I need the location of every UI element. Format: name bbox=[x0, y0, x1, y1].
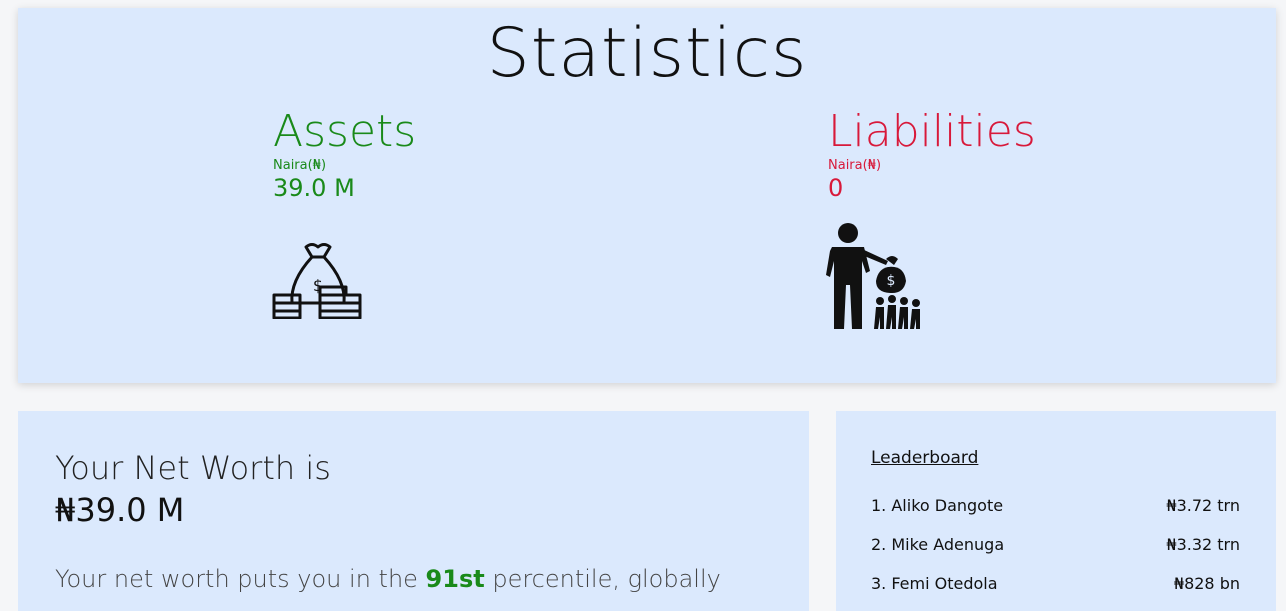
net-worth-title: Your Net Worth is bbox=[55, 449, 331, 487]
assets-stat: Assets Naira(₦) 39.0 M bbox=[273, 106, 417, 203]
leaderboard-row: 3. Femi Otedola ₦828 bn bbox=[871, 574, 1240, 593]
net-worth-description: Your net worth puts you in the 91st perc… bbox=[55, 565, 721, 593]
leaderboard-name: 2. Mike Adenuga bbox=[871, 535, 1005, 554]
statistics-card: Statistics Assets Naira(₦) 39.0 M Liabil… bbox=[18, 8, 1276, 383]
leaderboard-name: 1. Aliko Dangote bbox=[871, 496, 1004, 515]
liabilities-label: Liabilities bbox=[828, 106, 1036, 157]
assets-label: Assets bbox=[273, 106, 417, 157]
leaderboard-worth: ₦828 bn bbox=[1173, 574, 1240, 593]
leaderboard-row: 2. Mike Adenuga ₦3.32 trn bbox=[871, 535, 1240, 554]
money-bag-coins-icon: $ bbox=[272, 241, 364, 320]
leaderboard-row: 1. Aliko Dangote ₦3.72 trn bbox=[871, 496, 1240, 515]
leaderboard-worth: ₦3.72 trn bbox=[1166, 496, 1240, 515]
assets-value: 39.0 M bbox=[273, 174, 355, 202]
leaderboard-card: Leaderboard 1. Aliko Dangote ₦3.72 trn 2… bbox=[836, 411, 1276, 611]
net-worth-card: Your Net Worth is ₦39.0 M Your net worth… bbox=[18, 411, 809, 611]
liabilities-value: 0 bbox=[828, 174, 844, 202]
net-worth-desc-suffix: percentile, globally bbox=[484, 565, 721, 593]
liabilities-unit: Naira(₦) bbox=[828, 158, 882, 173]
net-worth-value: ₦39.0 M bbox=[55, 491, 185, 529]
leaderboard-worth: ₦3.32 trn bbox=[1166, 535, 1240, 554]
leaderboard-title: Leaderboard bbox=[871, 448, 979, 468]
svg-text:$: $ bbox=[313, 276, 323, 295]
assets-unit: Naira(₦) bbox=[273, 158, 327, 173]
liabilities-stat: Liabilities Naira(₦) 0 bbox=[828, 106, 1036, 203]
net-worth-percentile: 91st bbox=[425, 565, 485, 593]
svg-text:$: $ bbox=[887, 273, 896, 289]
leaderboard-name: 3. Femi Otedola bbox=[871, 574, 998, 593]
net-worth-desc-prefix: Your net worth puts you in the bbox=[55, 565, 426, 593]
man-giving-money-icon: $ bbox=[826, 221, 922, 333]
page-title: Statistics bbox=[486, 14, 808, 93]
